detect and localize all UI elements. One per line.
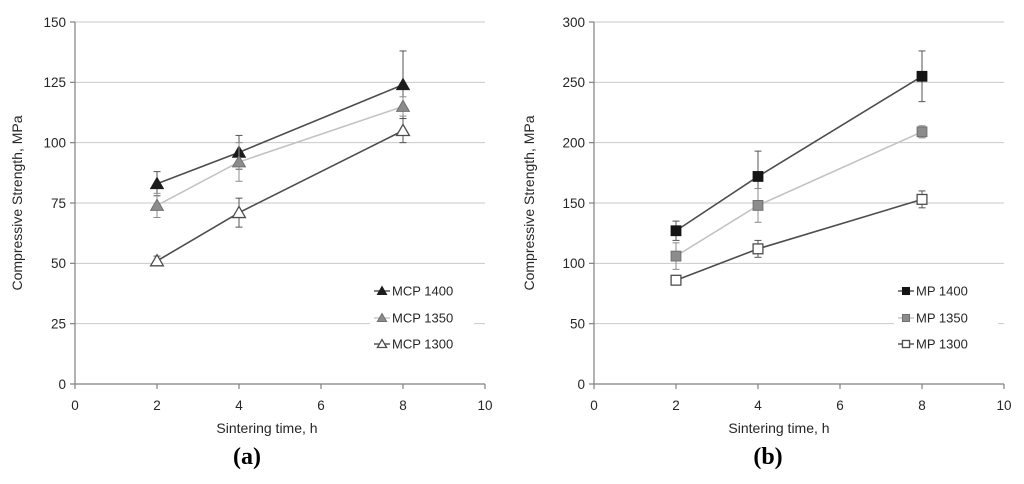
- square-open-marker-icon: [901, 339, 911, 349]
- x-tick-label: 8: [918, 398, 926, 413]
- y-tick-label: 0: [577, 377, 585, 392]
- chart-panel-a: 0 25 50 75 100 125 150 0 2 4 6 8 10 Compressive Stren…: [9, 15, 493, 470]
- tick-labels: 0 50 100 150 200 250 300 0 2 4 6 8 10: [562, 15, 1011, 413]
- caption-a: (a): [233, 444, 261, 470]
- square-filled-marker-icon: [901, 313, 911, 323]
- triangle-open-marker-icon: [395, 123, 411, 137]
- y-tick-label: 100: [43, 135, 66, 150]
- square-filled-marker-icon: [670, 225, 682, 237]
- triangle-filled-marker-icon: [395, 99, 411, 112]
- x-tick-label: 10: [996, 398, 1011, 413]
- series-mp-1400: [670, 50, 928, 241]
- chart-panel-b: 0 50 100 150 200 250 300 0 2 4 6 8 10 Compressive Str…: [512, 0, 1024, 484]
- square-open-marker-icon: [916, 193, 928, 205]
- y-tick-label: 75: [51, 196, 66, 211]
- x-tick-label: 0: [590, 398, 598, 413]
- y-tick-label: 100: [562, 256, 585, 271]
- y-tick-label: 25: [51, 316, 66, 331]
- y-tick-label: 50: [570, 316, 585, 331]
- square-open-marker-icon: [670, 274, 682, 286]
- x-tick-label: 2: [672, 398, 680, 413]
- triangle-filled-marker-icon: [395, 77, 411, 91]
- series-line: [675, 131, 923, 257]
- legend-label: MP 1350: [916, 311, 968, 326]
- series-mcp-1350: [149, 96, 411, 218]
- x-axis-title: Sintering time, h: [216, 420, 317, 436]
- x-axis-title: Sintering time, h: [728, 420, 829, 436]
- y-tick-label: 125: [43, 75, 66, 90]
- x-tick-label: 10: [477, 398, 492, 413]
- x-tick-label: 0: [71, 398, 79, 413]
- triangle-open-marker-icon: [231, 205, 247, 219]
- legend-label: MP 1400: [916, 284, 968, 299]
- legend-label: MCP 1300: [392, 337, 453, 352]
- series-line: [156, 105, 404, 207]
- x-tick-label: 8: [399, 398, 407, 413]
- triangle-filled-marker-icon: [376, 312, 388, 323]
- x-tick-label: 6: [317, 398, 325, 413]
- line-chart-a: 0 25 50 75 100 125 150 0 2 4 6 8 10 Compressive Stren…: [9, 15, 493, 436]
- legend: MP 1400 MP 1350 MP 1300: [894, 279, 998, 357]
- triangle-filled-marker-icon: [376, 285, 388, 296]
- axes: [589, 21, 1005, 389]
- triangle-filled-marker-icon: [149, 176, 165, 190]
- legend-label: MCP 1350: [392, 311, 453, 326]
- tick-labels: 0 25 50 75 100 125 150 0 2 4 6 8 10: [43, 15, 492, 413]
- y-tick-label: 150: [562, 196, 585, 211]
- square-open-marker-icon: [752, 243, 764, 255]
- line-chart-b: 0 50 100 150 200 250 300 0 2 4 6 8 10 Compressive Str…: [521, 15, 1012, 436]
- y-tick-label: 200: [562, 135, 585, 150]
- y-tick-label: 300: [562, 15, 585, 30]
- x-tick-label: 4: [754, 398, 762, 413]
- y-axis-title: Compressive Strength, MPa: [521, 115, 537, 290]
- square-filled-marker-icon: [670, 250, 682, 262]
- y-axis-title: Compressive Strength, MPa: [9, 115, 25, 290]
- square-filled-marker-icon: [916, 126, 928, 138]
- triangle-open-marker-icon: [149, 253, 165, 267]
- x-tick-label: 2: [153, 398, 161, 413]
- legend: MCP 1400 MCP 1350 MCP 1300: [370, 279, 474, 357]
- series-mp-1300: [670, 190, 928, 286]
- series-mp-1350: [670, 125, 928, 270]
- triangle-open-marker-icon: [376, 338, 388, 349]
- series-mcp-1400: [149, 50, 411, 197]
- x-tick-label: 4: [235, 398, 243, 413]
- y-tick-label: 150: [43, 15, 66, 30]
- legend-label: MCP 1400: [392, 284, 453, 299]
- triangle-filled-marker-icon: [149, 198, 165, 211]
- y-tick-label: 250: [562, 75, 585, 90]
- square-filled-marker-icon: [752, 171, 764, 182]
- triangle-filled-marker-icon: [231, 154, 247, 168]
- series-line: [156, 84, 404, 185]
- y-tick-label: 50: [51, 256, 66, 271]
- square-filled-marker-icon: [916, 70, 928, 82]
- x-tick-label: 6: [836, 398, 844, 413]
- gridlines: [75, 21, 485, 325]
- y-tick-label: 0: [58, 377, 66, 392]
- series-line: [675, 198, 923, 281]
- caption-b: (b): [753, 444, 783, 470]
- square-filled-marker-icon: [752, 200, 764, 211]
- gridlines: [594, 21, 1004, 325]
- series-line: [675, 75, 923, 232]
- legend-label: MP 1300: [916, 337, 968, 352]
- series-mcp-1300: [149, 118, 411, 267]
- square-filled-marker-icon: [901, 286, 911, 296]
- series-line: [156, 129, 404, 262]
- axes: [70, 21, 486, 389]
